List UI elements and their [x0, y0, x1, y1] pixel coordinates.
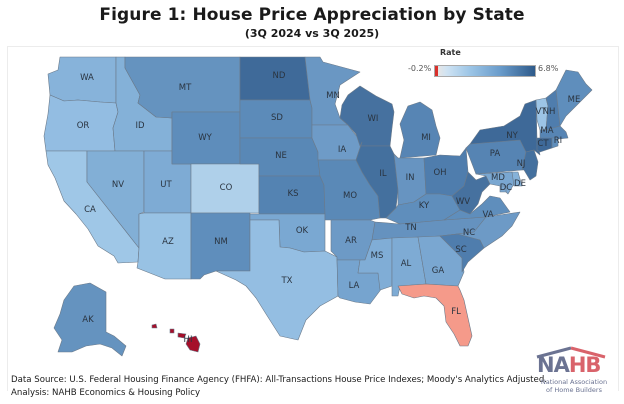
state-label-ga: GA [432, 266, 445, 276]
state-nc[interactable] [439, 211, 521, 249]
state-label-me: ME [568, 95, 581, 105]
state-hi-islands [151, 323, 158, 329]
state-label-az: AZ [162, 237, 174, 247]
chart-subtitle: (3Q 2024 vs 3Q 2025) [244, 27, 380, 40]
state-label-la: LA [349, 281, 360, 291]
state-label-ok: OK [296, 226, 309, 236]
state-me[interactable] [555, 69, 593, 127]
state-ct[interactable] [536, 137, 553, 153]
roof-icon [536, 346, 606, 359]
state-az[interactable] [136, 212, 192, 280]
state-fl[interactable] [397, 283, 473, 347]
state-label-or: OR [77, 121, 90, 131]
source-line: Data Source: U.S. Federal Housing Financ… [11, 375, 548, 385]
state-label-il: IL [379, 169, 387, 179]
state-ri[interactable] [551, 137, 559, 149]
state-tx[interactable] [215, 219, 339, 341]
state-label-wv: WV [456, 197, 470, 207]
state-label-nh: NH [543, 107, 556, 117]
logo-subtitle: National Association of Home Builders [540, 378, 608, 394]
state-hi-islands [177, 332, 187, 339]
state-label-nj: NJ [517, 159, 526, 169]
analysis-line: Analysis: NAHB Economics & Housing Polic… [11, 388, 201, 398]
state-label-in: IN [406, 173, 415, 183]
state-label-md: MD [491, 173, 505, 183]
state-label-id: ID [135, 121, 145, 131]
state-dc[interactable] [499, 185, 507, 193]
state-label-va: VA [482, 210, 493, 220]
state-label-mi: MI [421, 133, 431, 143]
state-label-ia: IA [338, 145, 347, 155]
state-label-ri: RI [554, 136, 562, 146]
state-label-mo: MO [343, 191, 357, 201]
state-label-nc: NC [463, 228, 475, 238]
state-label-ks: KS [288, 189, 299, 199]
state-label-tn: TN [404, 223, 417, 233]
state-label-wy: WY [198, 133, 212, 143]
state-label-wa: WA [80, 73, 94, 83]
state-ny[interactable] [469, 99, 541, 156]
state-label-dc: DC [500, 183, 513, 193]
state-de[interactable] [511, 171, 523, 187]
state-label-ak: AK [82, 315, 94, 325]
state-hi[interactable] [185, 335, 201, 353]
legend-color-ramp [434, 65, 536, 77]
state-label-de: DE [514, 179, 526, 189]
state-mn[interactable] [304, 56, 361, 126]
legend-max-label: 6.8% [538, 64, 559, 73]
state-label-sc: SC [455, 245, 466, 255]
state-label-ny: NY [506, 131, 518, 141]
logo-wordmark: NAHB [537, 353, 601, 377]
state-label-ar: AR [345, 236, 357, 246]
state-label-hi: HI [184, 335, 193, 345]
state-mi[interactable] [399, 101, 441, 159]
state-hi-islands [169, 328, 175, 334]
state-label-ma: MA [540, 126, 553, 136]
state-label-ut: UT [160, 180, 172, 190]
data-source-note: Data Source: U.S. Federal Housing Financ… [11, 374, 547, 400]
chart-title: Figure 1: House Price Appreciation by St… [99, 5, 525, 25]
state-label-nv: NV [112, 180, 124, 190]
state-label-fl: FL [451, 307, 461, 317]
state-label-co: CO [220, 183, 233, 193]
state-label-mt: MT [179, 83, 192, 93]
state-label-wi: WI [368, 114, 379, 124]
state-label-al: AL [401, 259, 412, 269]
map-frame [7, 46, 619, 391]
nahb-logo: NAHB National Association of Home Builde… [535, 345, 613, 395]
legend-min-label: -0.2% [408, 64, 432, 73]
state-label-ne: NE [275, 151, 287, 161]
state-label-pa: PA [490, 149, 501, 159]
state-ak[interactable] [53, 282, 127, 357]
state-label-oh: OH [433, 168, 446, 178]
state-nj[interactable] [521, 149, 539, 181]
state-label-sd: SD [271, 113, 283, 123]
state-label-nd: ND [273, 71, 286, 81]
legend-title: Rate [440, 48, 461, 57]
state-label-ms: MS [371, 251, 384, 261]
state-label-nm: NM [214, 237, 228, 247]
state-label-mn: MN [326, 91, 340, 101]
state-label-ky: KY [419, 201, 430, 211]
state-label-ca: CA [84, 205, 96, 215]
state-label-tx: TX [280, 276, 292, 286]
state-label-ct: CT [537, 139, 549, 149]
state-label-vt: VT [535, 107, 547, 117]
